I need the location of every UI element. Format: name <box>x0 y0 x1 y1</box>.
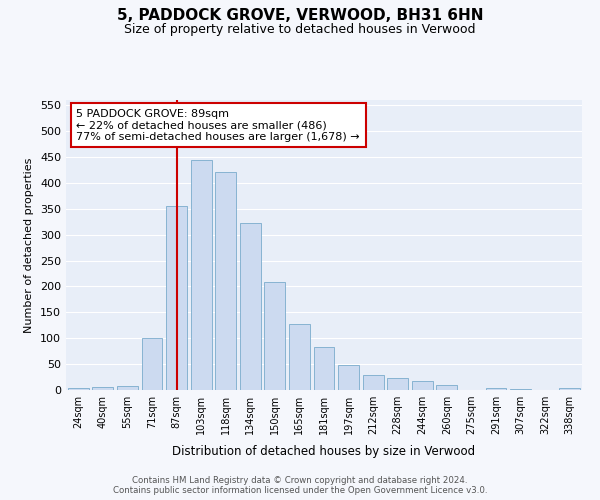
Bar <box>265 282 286 390</box>
Bar <box>68 388 89 390</box>
Bar <box>387 378 408 390</box>
Bar <box>289 324 310 390</box>
Bar <box>436 385 457 390</box>
Bar <box>485 388 506 390</box>
Bar <box>314 347 334 390</box>
Bar <box>142 338 163 390</box>
Text: Size of property relative to detached houses in Verwood: Size of property relative to detached ho… <box>124 22 476 36</box>
Y-axis label: Number of detached properties: Number of detached properties <box>25 158 34 332</box>
Text: 5 PADDOCK GROVE: 89sqm
← 22% of detached houses are smaller (486)
77% of semi-de: 5 PADDOCK GROVE: 89sqm ← 22% of detached… <box>76 108 360 142</box>
Bar <box>166 206 187 390</box>
Bar <box>362 375 383 390</box>
Bar <box>412 381 433 390</box>
Bar <box>338 364 359 390</box>
Bar <box>215 172 236 390</box>
Bar <box>92 387 113 390</box>
Text: Distribution of detached houses by size in Verwood: Distribution of detached houses by size … <box>172 444 476 458</box>
Text: 5, PADDOCK GROVE, VERWOOD, BH31 6HN: 5, PADDOCK GROVE, VERWOOD, BH31 6HN <box>117 8 483 22</box>
Text: Contains HM Land Registry data © Crown copyright and database right 2024.
Contai: Contains HM Land Registry data © Crown c… <box>113 476 487 495</box>
Bar <box>191 160 212 390</box>
Bar <box>117 386 138 390</box>
Bar <box>240 223 261 390</box>
Bar <box>559 388 580 390</box>
